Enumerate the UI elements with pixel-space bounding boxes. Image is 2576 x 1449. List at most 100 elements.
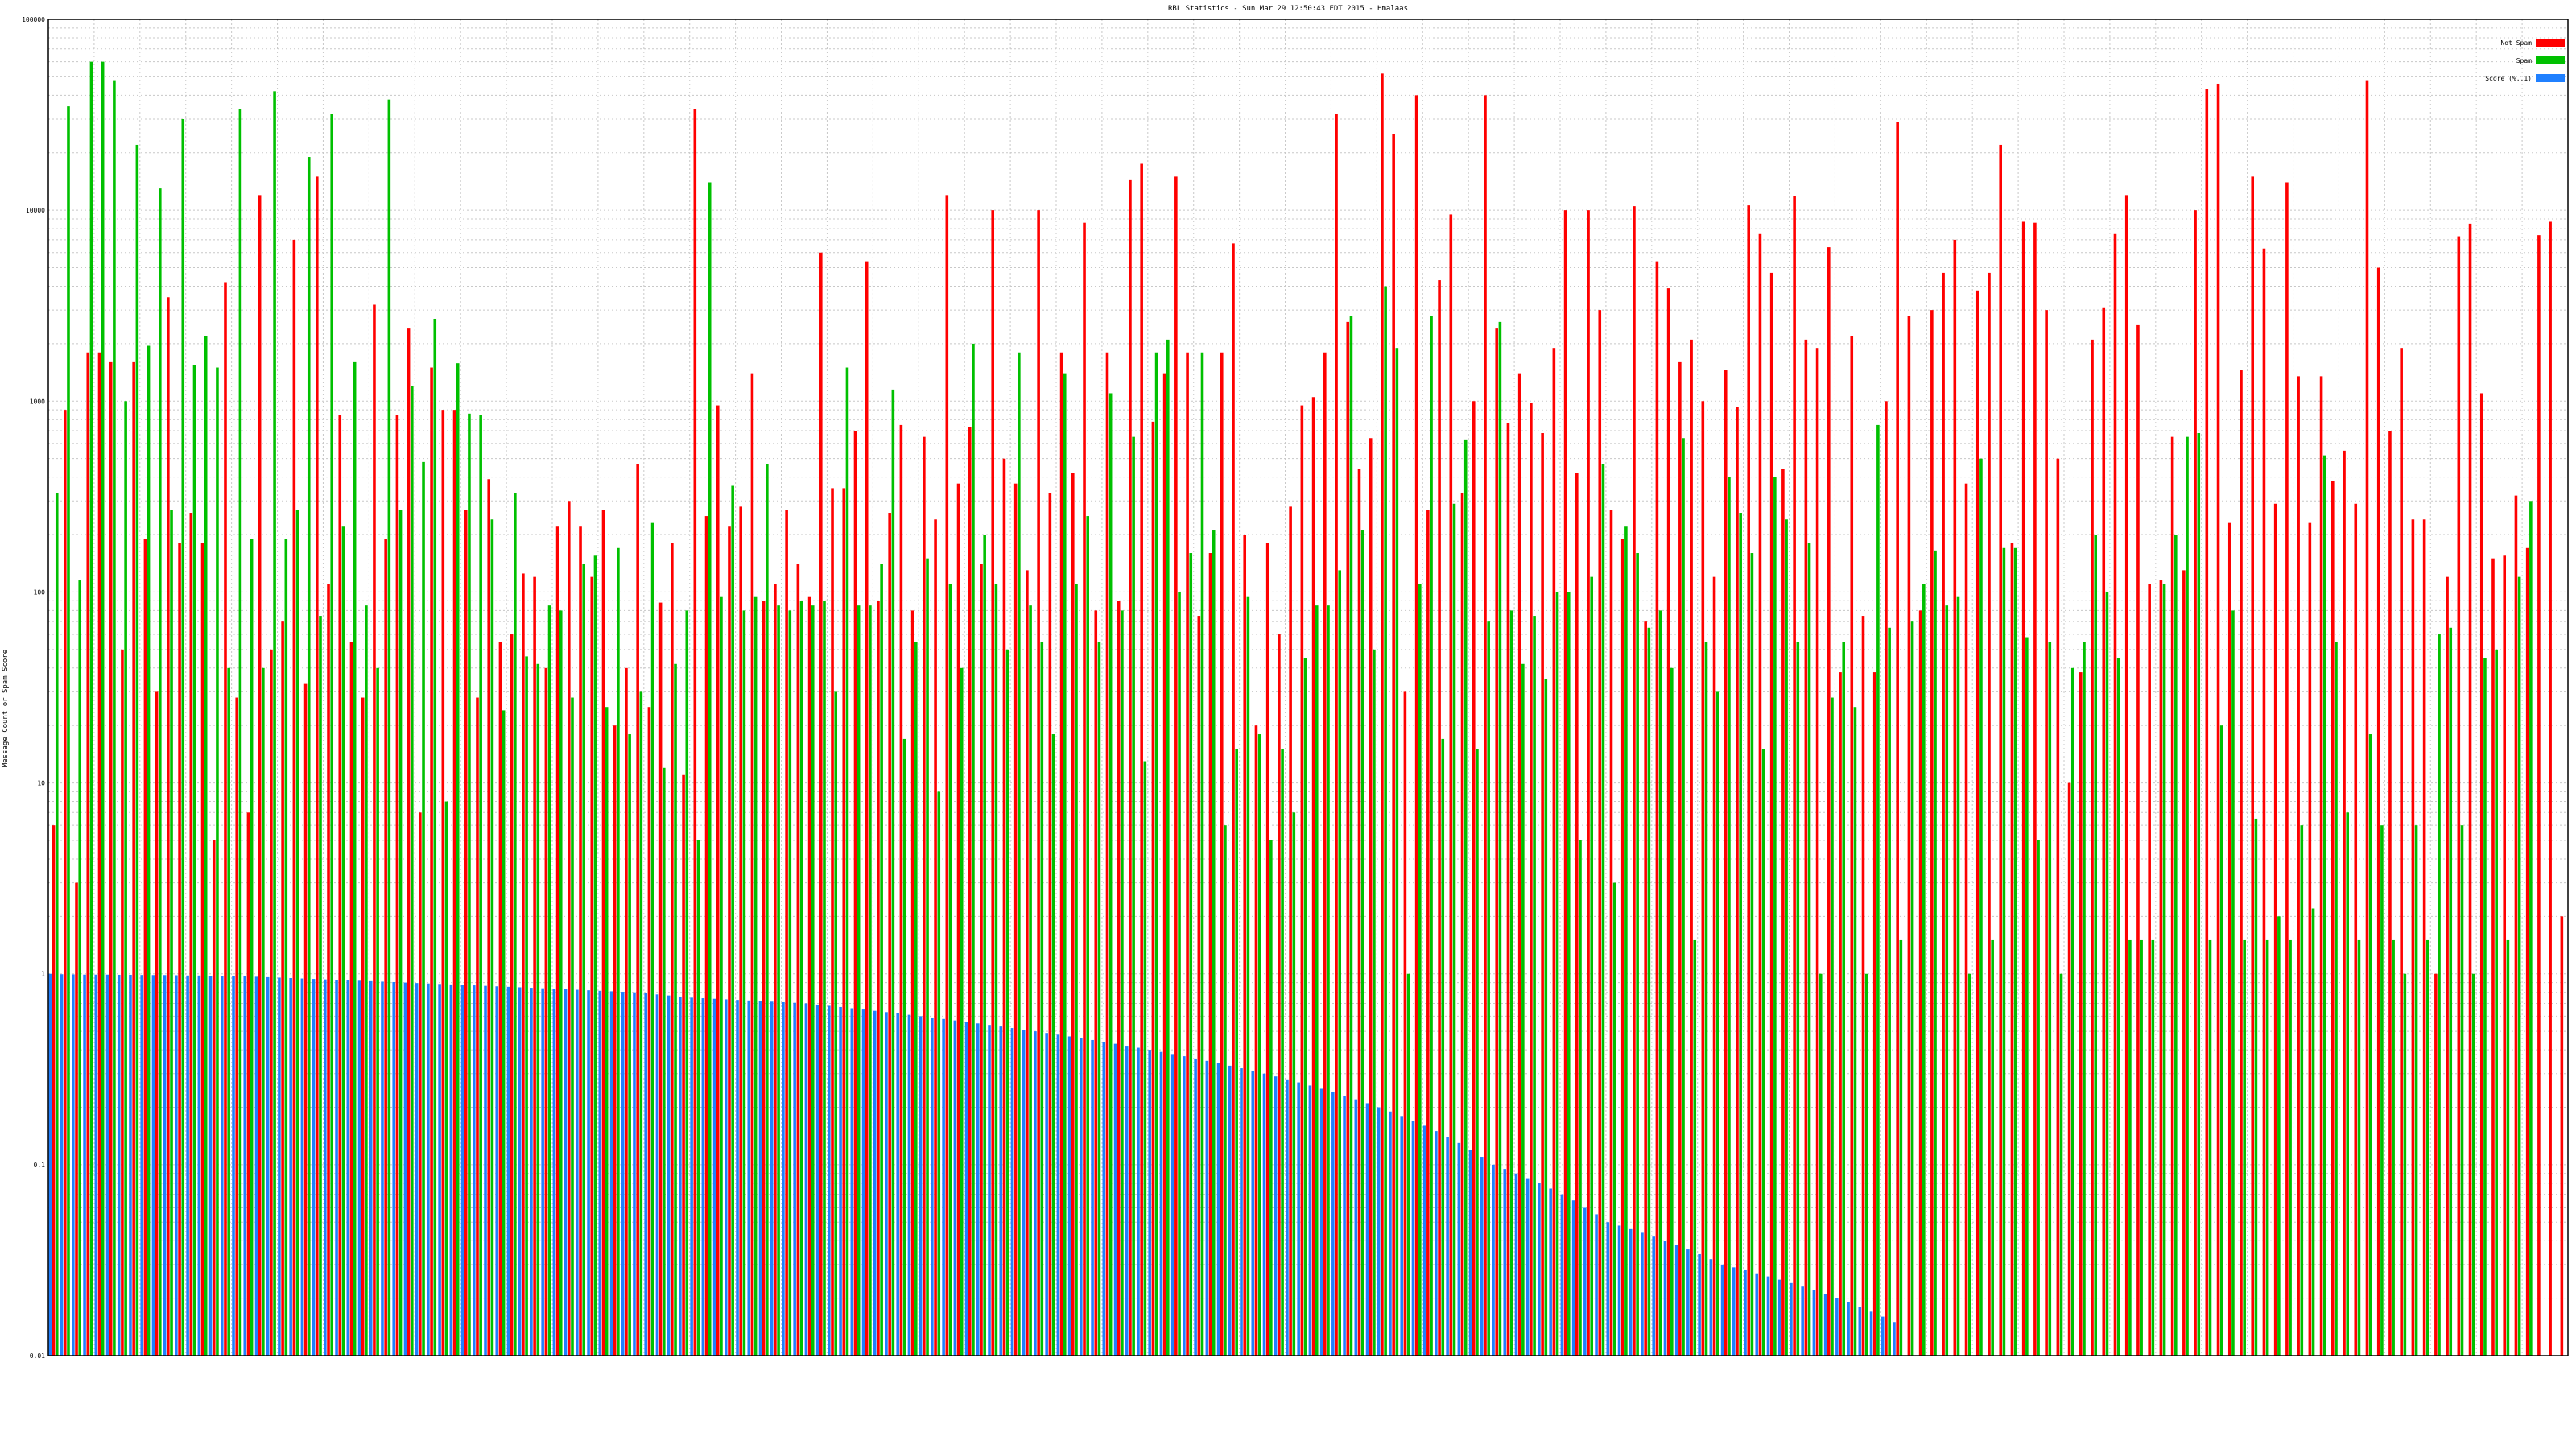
bar-spam — [777, 605, 780, 1356]
bar-score — [1045, 1033, 1048, 1356]
bar-spam — [628, 734, 631, 1356]
bar-not-spam — [2285, 182, 2289, 1356]
bar-spam — [330, 114, 334, 1356]
bar-spam — [353, 361, 357, 1356]
bar-spam — [124, 401, 127, 1356]
bar-score — [1674, 1245, 1678, 1356]
bar-spam — [926, 558, 929, 1356]
bar-spam — [834, 691, 838, 1356]
bar-spam — [536, 663, 540, 1356]
bar-spam — [2368, 734, 2372, 1356]
bar-spam — [948, 584, 952, 1356]
bar-not-spam — [2056, 458, 2060, 1356]
bar-not-spam — [1254, 725, 1258, 1356]
bar-not-spam — [601, 510, 605, 1356]
bar-not-spam — [2491, 558, 2495, 1356]
bar-not-spam — [1896, 122, 1899, 1356]
bar-not-spam — [2537, 235, 2541, 1356]
bar-not-spam — [831, 488, 834, 1356]
bar-score — [1365, 1103, 1369, 1356]
bar-spam — [1338, 570, 1342, 1356]
bar-score — [60, 974, 64, 1356]
bar-spam — [1257, 734, 1261, 1356]
bar-spam — [2426, 939, 2429, 1356]
bar-score — [94, 974, 98, 1356]
bar-score — [873, 1010, 877, 1356]
bar-not-spam — [464, 510, 468, 1356]
bar-score — [232, 976, 235, 1356]
bar-not-spam — [2216, 83, 2220, 1356]
bar-spam — [742, 610, 746, 1356]
bar-spam — [479, 415, 482, 1356]
bar-not-spam — [1094, 610, 1098, 1356]
bar-score — [655, 994, 659, 1356]
bar-not-spam — [121, 649, 124, 1356]
y-tick-label: 1 — [41, 971, 45, 978]
bar-not-spam — [1804, 339, 1808, 1356]
bar-score — [1823, 1294, 1827, 1356]
bar-score — [1606, 1222, 1610, 1356]
bar-score — [300, 978, 304, 1356]
bar-spam — [1991, 939, 1994, 1356]
bar-not-spam — [327, 584, 330, 1356]
bar-score — [1858, 1307, 1862, 1356]
bar-score — [1091, 1039, 1094, 1356]
bar-spam — [1075, 584, 1078, 1356]
bar-spam — [937, 791, 941, 1356]
bar-spam — [1154, 352, 1158, 1356]
bar-score — [999, 1026, 1003, 1356]
bar-not-spam — [1484, 95, 1487, 1356]
bar-spam — [147, 345, 151, 1356]
bar-spam — [525, 656, 528, 1356]
bar-not-spam — [1769, 272, 1773, 1356]
bar-not-spam — [303, 683, 308, 1356]
chart-title: RBL Statistics - Sun Mar 29 12:50:43 EDT… — [1168, 5, 1408, 13]
bar-spam — [2277, 916, 2281, 1356]
bar-score — [1732, 1267, 1736, 1356]
bar-not-spam — [441, 410, 445, 1356]
bar-spam — [605, 707, 609, 1356]
bar-score — [1755, 1273, 1759, 1356]
bar-spam — [1533, 616, 1536, 1356]
bar-spam — [1658, 610, 1662, 1356]
bar-not-spam — [991, 210, 995, 1356]
bar-spam — [1945, 605, 1949, 1356]
bar-spam — [444, 801, 448, 1356]
bar-not-spam — [1129, 179, 1132, 1356]
bar-score — [576, 989, 579, 1356]
bar-spam — [994, 584, 998, 1356]
bar-not-spam — [1953, 239, 1957, 1356]
bar-spam — [1463, 439, 1468, 1356]
bar-spam — [262, 667, 265, 1356]
y-tick-label: 0.1 — [34, 1162, 46, 1169]
bar-spam — [1395, 348, 1399, 1356]
bar-not-spam — [338, 415, 342, 1356]
bar-score — [186, 975, 189, 1356]
bar-spam — [972, 343, 975, 1356]
bar-score — [1067, 1036, 1071, 1356]
bar-spam — [159, 188, 162, 1356]
bar-not-spam — [1930, 310, 1934, 1356]
bar-spam — [2116, 658, 2120, 1356]
bar-not-spam — [1506, 423, 1510, 1356]
bar-not-spam — [487, 479, 491, 1356]
bar-not-spam — [1712, 576, 1716, 1356]
bar-score — [609, 991, 613, 1356]
bar-not-spam — [1872, 672, 1876, 1356]
bar-spam — [1441, 738, 1445, 1356]
bar-score — [1663, 1241, 1667, 1356]
bar-not-spam — [1815, 348, 1819, 1356]
bar-not-spam — [2422, 519, 2426, 1356]
bar-spam — [55, 493, 59, 1356]
bar-not-spam — [1403, 691, 1407, 1356]
bar-not-spam — [1083, 222, 1086, 1356]
bar-spam — [1373, 649, 1376, 1356]
bar-not-spam — [1587, 210, 1590, 1356]
bar-not-spam — [510, 634, 514, 1356]
bar-spam — [2506, 939, 2510, 1356]
bar-score — [815, 1004, 819, 1356]
bar-spam — [845, 367, 849, 1356]
bar-score — [1194, 1058, 1197, 1356]
bar-not-spam — [2503, 555, 2507, 1356]
bar-spam — [1235, 749, 1238, 1356]
